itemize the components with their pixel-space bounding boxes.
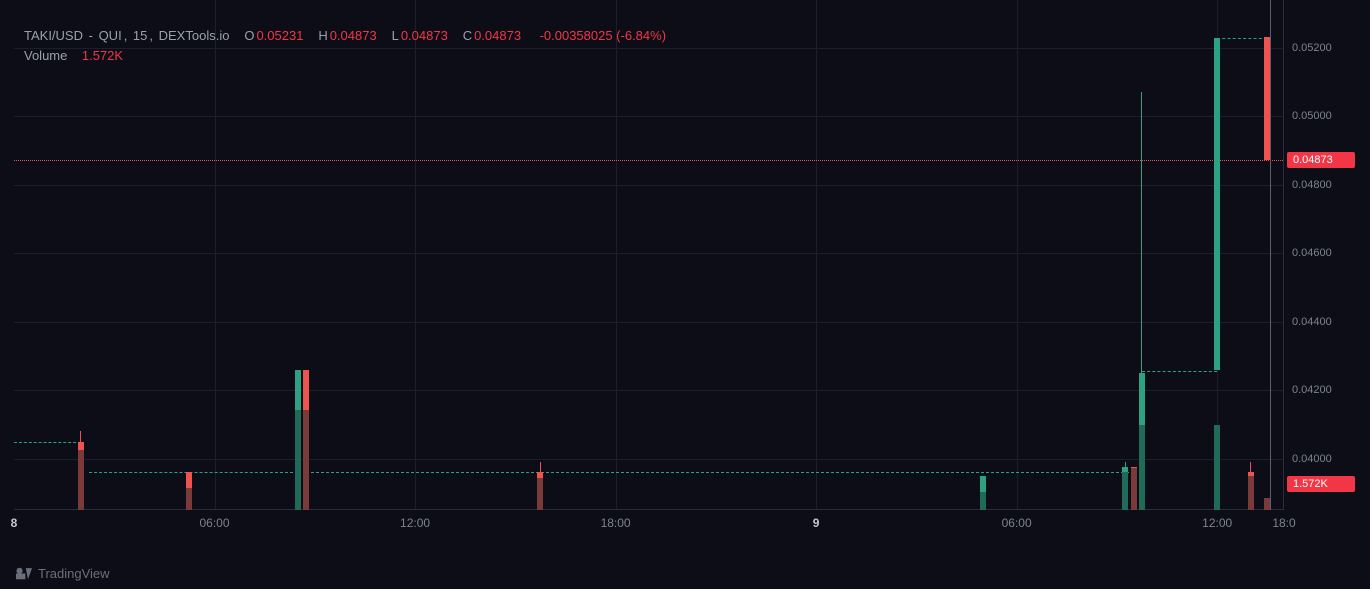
grid-line-horizontal xyxy=(14,322,1283,323)
volume-bar xyxy=(1122,472,1128,510)
crosshair-vertical xyxy=(1270,0,1271,510)
x-axis-label: 12:00 xyxy=(1202,516,1232,530)
grid-line-horizontal xyxy=(14,185,1283,186)
volume-bar xyxy=(1131,468,1137,510)
y-axis-label: 0.04600 xyxy=(1284,247,1356,259)
legend-low: 0.04873 xyxy=(401,28,448,43)
y-axis-label: 0.04800 xyxy=(1284,179,1356,191)
current-price-line xyxy=(14,160,1283,161)
legend-provider: DEXTools.io xyxy=(159,28,230,43)
time-axis[interactable]: 806:0012:0018:00906:0012:0018:0 xyxy=(14,510,1284,540)
close-trail-line xyxy=(14,442,81,443)
y-axis-label: 0.04200 xyxy=(1284,384,1356,396)
grid-line-vertical xyxy=(215,0,216,509)
volume-bar xyxy=(186,488,192,510)
y-axis-label: 0.05000 xyxy=(1284,110,1356,122)
legend-symbol: TAKI/USD xyxy=(24,28,83,43)
grid-line-horizontal xyxy=(14,116,1283,117)
volume-bar xyxy=(1139,425,1145,510)
close-trail-line xyxy=(306,472,1133,473)
close-trail-line xyxy=(1142,371,1217,372)
volume-bar xyxy=(1214,425,1220,510)
x-axis-label: 18:00 xyxy=(601,516,631,530)
legend-change: -0.00358025 (-6.84%) xyxy=(540,28,666,43)
volume-bar xyxy=(537,478,543,510)
y-axis-label: 0.05200 xyxy=(1284,42,1356,54)
legend-volume-value: 1.572K xyxy=(82,48,123,63)
x-axis-label: 12:00 xyxy=(400,516,430,530)
legend-close: 0.04873 xyxy=(474,28,521,43)
legend-volume-label: Volume xyxy=(24,48,67,63)
close-trail-line xyxy=(89,472,298,473)
volume-bar xyxy=(980,492,986,510)
chart-container: 0.04873 1.572K 0.04000 0.04200 0.04400 0.046… xyxy=(14,0,1356,540)
legend-open: 0.05231 xyxy=(256,28,303,43)
grid-line-vertical xyxy=(616,0,617,509)
candle-body[interactable] xyxy=(1214,38,1220,370)
grid-line-vertical xyxy=(415,0,416,509)
volume-bar xyxy=(303,410,309,510)
x-axis-label: 06:00 xyxy=(1002,516,1032,530)
legend-high: 0.04873 xyxy=(330,28,377,43)
x-axis-label: 06:00 xyxy=(200,516,230,530)
close-trail-line xyxy=(1217,38,1267,39)
legend-exchange: QUI xyxy=(99,28,122,43)
price-axis[interactable]: 0.04000 0.04200 0.04400 0.04600 0.04800 0.050… xyxy=(1284,0,1356,510)
volume-bar xyxy=(78,450,84,510)
volume-bar xyxy=(1248,476,1254,510)
y-axis-label: 0.04400 xyxy=(1284,316,1356,328)
grid-line-vertical xyxy=(1017,0,1018,509)
grid-line-horizontal xyxy=(14,390,1283,391)
chart-legend: TAKI/USD - QUI, 15, DEXTools.io O0.05231… xyxy=(24,26,668,66)
tradingview-logo-icon xyxy=(16,567,32,580)
x-axis-label: 8 xyxy=(11,516,18,530)
x-axis-label: 18:0 xyxy=(1272,516,1295,530)
legend-interval: 15 xyxy=(133,28,147,43)
grid-line-vertical xyxy=(816,0,817,509)
footer-brand: TradingView xyxy=(16,566,110,581)
volume-bar xyxy=(295,410,301,510)
grid-line-horizontal xyxy=(14,253,1283,254)
y-axis-label: 0.04000 xyxy=(1284,453,1356,465)
grid-line-horizontal xyxy=(14,459,1283,460)
x-axis-label: 9 xyxy=(813,516,820,530)
plot-area[interactable]: 0.04873 1.572K xyxy=(14,0,1284,510)
